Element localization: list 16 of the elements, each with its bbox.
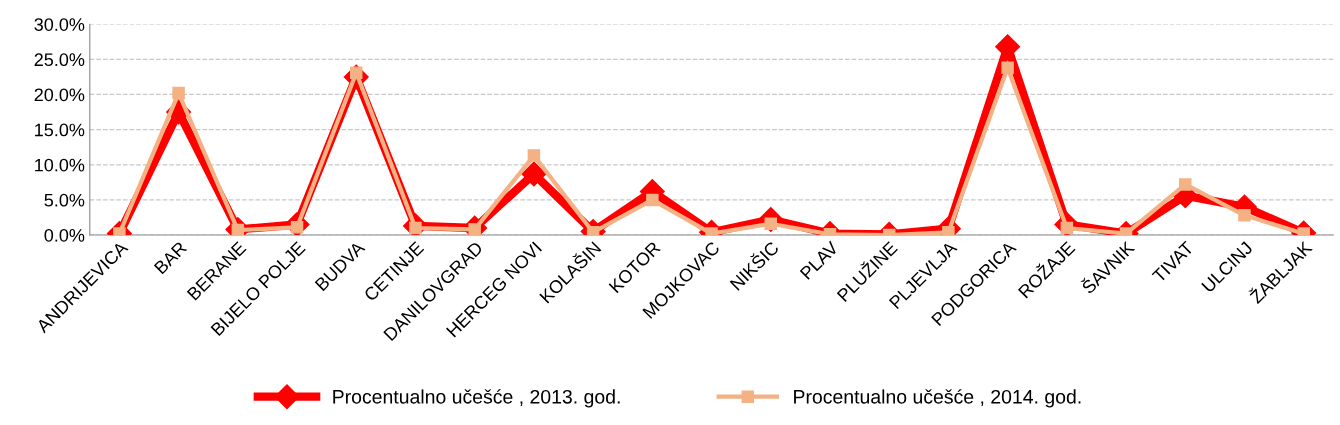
- point: [1238, 209, 1251, 222]
- y-tick-label: 20.0%: [34, 88, 85, 102]
- y-tick-label: 5.0%: [44, 193, 85, 207]
- point: [1001, 61, 1014, 75]
- point: [527, 149, 541, 162]
- legend-label: Procentualno učešće , 2014. god.: [794, 389, 1081, 408]
- y-tick-label: 15.0%: [35, 123, 85, 137]
- point: [521, 161, 547, 187]
- legend-label: Procentualno učešće , 2013. god.: [333, 389, 620, 408]
- y-tick-label: 10.0%: [35, 158, 85, 172]
- y-tick-label: 0.0%: [44, 228, 85, 242]
- point: [646, 193, 659, 207]
- y-tick-label: 25.0%: [34, 53, 85, 67]
- point: [1179, 178, 1192, 191]
- point: [172, 86, 185, 100]
- y-tick-label: 30.0%: [34, 18, 85, 31]
